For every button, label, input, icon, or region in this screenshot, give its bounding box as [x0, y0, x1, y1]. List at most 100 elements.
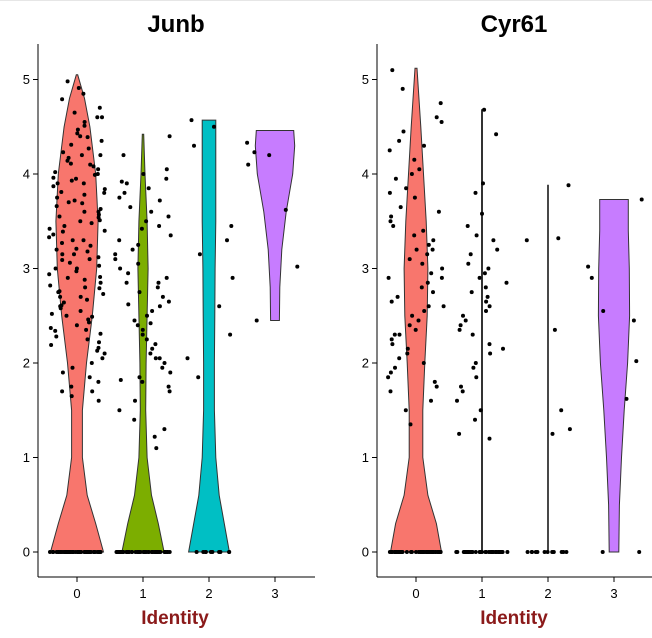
data-point — [70, 550, 75, 554]
data-point — [421, 361, 426, 365]
data-point — [124, 280, 129, 285]
data-point — [397, 332, 402, 337]
data-point — [561, 550, 566, 554]
data-point — [505, 550, 510, 554]
data-point — [431, 290, 435, 295]
data-point — [62, 224, 67, 228]
data-point — [75, 550, 80, 554]
x-tick-label: 3 — [271, 586, 278, 601]
data-point — [425, 550, 430, 554]
data-point — [99, 138, 104, 143]
y-tick-label: 2 — [23, 356, 30, 371]
data-point — [210, 550, 215, 554]
data-point — [85, 249, 90, 254]
data-point — [228, 332, 233, 337]
data-point — [397, 356, 402, 361]
data-point — [74, 323, 79, 328]
data-point — [483, 550, 488, 554]
data-point — [634, 359, 639, 364]
data-point — [160, 294, 165, 299]
data-point — [393, 550, 398, 554]
data-point — [545, 550, 550, 554]
data-point — [167, 550, 172, 554]
data-point — [60, 241, 64, 245]
junb-violin-panel: Junb 0 1 2 3 4 5 0 1 2 3 Identity — [23, 11, 315, 629]
data-point — [88, 243, 93, 248]
data-point — [486, 550, 491, 554]
data-point — [463, 318, 468, 323]
data-point — [55, 181, 60, 186]
data-point — [403, 408, 408, 413]
data-point — [267, 153, 272, 158]
data-point — [150, 309, 155, 313]
data-point — [386, 275, 391, 280]
data-point — [85, 297, 89, 302]
cyr61-y-ticks: 0 1 2 3 4 5 — [362, 72, 377, 560]
data-point — [167, 134, 172, 139]
data-point — [434, 115, 439, 120]
y-tick-label: 1 — [362, 450, 369, 465]
data-point — [550, 550, 555, 554]
data-point — [166, 214, 171, 219]
data-point — [155, 285, 160, 290]
junb-violins-group — [49, 74, 296, 553]
data-point — [404, 550, 409, 554]
data-point — [398, 205, 403, 210]
data-point — [567, 427, 572, 432]
data-point — [49, 343, 54, 347]
y-tick-label: 4 — [362, 167, 369, 182]
data-point — [439, 120, 444, 124]
data-point — [167, 389, 172, 394]
data-point — [91, 164, 96, 169]
violin-cluster-0 — [389, 67, 443, 553]
data-point — [117, 195, 122, 200]
data-point — [98, 275, 103, 279]
violin-cluster-3 — [254, 130, 296, 321]
data-point — [631, 318, 636, 323]
data-point — [386, 375, 391, 380]
data-point — [416, 318, 421, 323]
data-point — [48, 550, 52, 554]
data-point — [153, 356, 158, 361]
data-point — [483, 285, 488, 290]
data-point — [137, 375, 142, 380]
data-point — [74, 266, 79, 271]
data-point — [102, 228, 107, 233]
data-point — [420, 261, 425, 266]
data-point — [225, 238, 229, 243]
data-point — [128, 205, 133, 210]
data-point — [431, 238, 436, 243]
data-point — [471, 365, 476, 370]
data-point — [96, 379, 101, 384]
data-point — [392, 332, 397, 337]
data-point — [504, 280, 509, 285]
data-point — [51, 184, 56, 189]
data-point — [82, 123, 87, 128]
data-point — [75, 127, 80, 132]
cyr61-violins-group — [389, 67, 631, 553]
data-point — [426, 242, 431, 247]
data-point — [61, 300, 66, 305]
data-point — [140, 379, 145, 384]
data-point — [80, 201, 85, 206]
data-point — [491, 238, 496, 243]
data-point — [83, 550, 88, 554]
data-point — [229, 224, 234, 228]
cyr61-violin-panel: Cyr61 0 1 2 3 4 5 0 1 2 3 Identity — [362, 11, 652, 629]
top-border — [0, 0, 652, 1]
data-point — [97, 263, 102, 268]
data-point — [196, 375, 201, 380]
data-point — [136, 261, 141, 266]
data-point — [484, 309, 488, 313]
data-point — [87, 550, 92, 554]
data-point — [74, 246, 79, 251]
data-point — [68, 161, 73, 166]
data-point — [468, 252, 473, 257]
data-point — [466, 261, 471, 266]
data-point — [85, 337, 90, 342]
data-point — [295, 264, 300, 269]
data-point — [51, 175, 56, 180]
data-point — [166, 299, 171, 304]
data-point — [408, 422, 413, 427]
data-point — [157, 356, 162, 361]
